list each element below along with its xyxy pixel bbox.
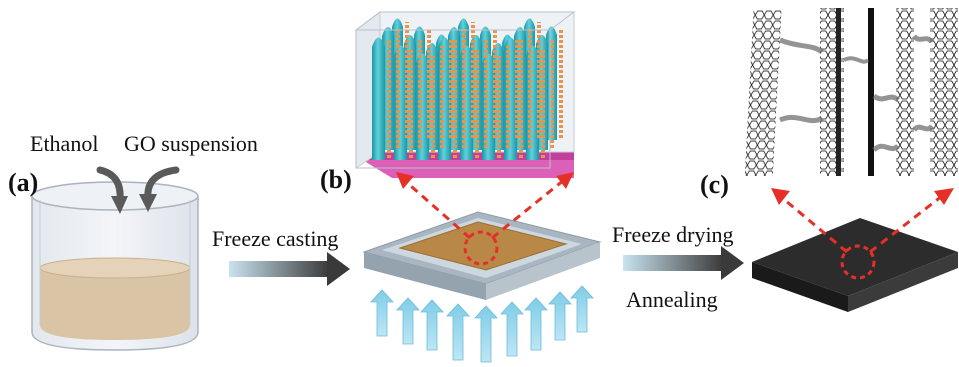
freeze-drying-label: Freeze drying bbox=[612, 222, 734, 247]
ice-column bbox=[372, 37, 385, 160]
callout-arrow-right-b bbox=[491, 178, 565, 240]
callout-circle-b bbox=[463, 230, 499, 266]
go-suspension-pour-arrow bbox=[139, 166, 180, 212]
go-sheets bbox=[387, 22, 563, 158]
aerogel-block bbox=[752, 218, 958, 312]
graphene-sheet-4 bbox=[896, 8, 914, 176]
cold-arrow bbox=[500, 301, 524, 357]
go-suspension-liquid bbox=[40, 268, 190, 340]
cold-arrow bbox=[474, 305, 498, 363]
callout-arrow-right-c bbox=[869, 194, 943, 254]
ice-column bbox=[546, 26, 557, 140]
panel-label-b: (b) bbox=[320, 165, 352, 194]
freeze-casting-arrow-head bbox=[327, 252, 350, 286]
callout-arrow-left-c bbox=[779, 194, 848, 254]
callout-c bbox=[771, 188, 954, 280]
liquid-surface bbox=[39, 257, 191, 279]
callout-circle-c bbox=[840, 244, 876, 280]
cold-arrow bbox=[370, 289, 394, 337]
go-suspension-label: GO suspension bbox=[124, 131, 258, 156]
annealing-label: Annealing bbox=[626, 287, 718, 312]
graphene-sheet-3 bbox=[868, 8, 874, 176]
ethanol-pour-arrow bbox=[96, 166, 128, 214]
panel-label-c: (c) bbox=[700, 170, 729, 199]
ice-columns bbox=[372, 18, 557, 160]
aerogel-microstructure bbox=[744, 6, 959, 176]
ethanol-label: Ethanol bbox=[30, 131, 99, 156]
callout-b bbox=[396, 172, 574, 266]
cold-arrow bbox=[446, 303, 470, 361]
cold-arrow bbox=[524, 297, 548, 351]
cold-arrow bbox=[548, 291, 572, 341]
ice-column bbox=[504, 37, 517, 160]
cold-arrow bbox=[570, 285, 594, 333]
ice-column bbox=[438, 37, 451, 160]
freeze-casting-arrow-shaft bbox=[229, 261, 329, 277]
beaker-group bbox=[31, 181, 199, 351]
inner-glass-line bbox=[39, 200, 191, 325]
panel-label-a: (a) bbox=[8, 168, 39, 197]
graphene-sheet-1 bbox=[744, 10, 782, 176]
freezing-tray bbox=[362, 211, 602, 300]
freeze-casting-label: Freeze casting bbox=[212, 226, 339, 251]
cold-source-arrows bbox=[370, 285, 594, 363]
freeze-drying-arrow-head bbox=[721, 246, 744, 280]
frozen-go-layer bbox=[398, 221, 568, 271]
cold-arrow bbox=[420, 299, 444, 351]
freeze-drying-arrow-shaft bbox=[623, 255, 723, 271]
aerogel-top bbox=[752, 218, 958, 296]
graphene-sheet-5 bbox=[930, 8, 958, 176]
callout-arrow-left-b bbox=[403, 178, 471, 240]
cold-arrow bbox=[396, 297, 420, 345]
substrate-plate bbox=[356, 156, 574, 178]
ice-template-cube bbox=[354, 11, 576, 178]
